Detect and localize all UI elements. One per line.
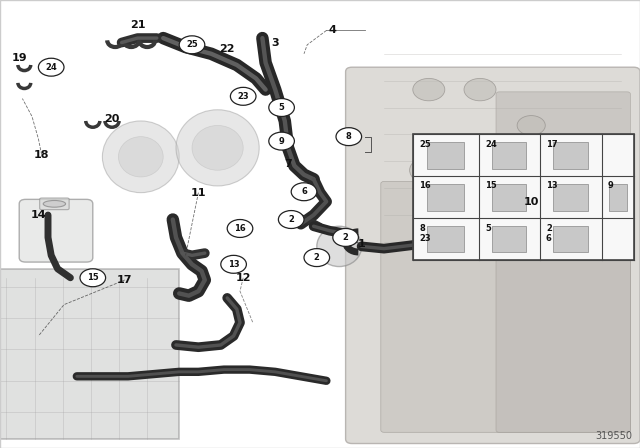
Text: 13: 13: [228, 260, 239, 269]
Text: 1: 1: [358, 239, 365, 249]
Bar: [428, 226, 464, 252]
Text: 23: 23: [237, 92, 249, 101]
Text: 7: 7: [284, 159, 292, 168]
Text: 3: 3: [271, 38, 279, 47]
Text: 24: 24: [45, 63, 57, 72]
Circle shape: [413, 78, 445, 101]
Text: 25: 25: [186, 40, 198, 49]
Circle shape: [464, 78, 496, 101]
Bar: [428, 142, 464, 168]
Circle shape: [179, 36, 205, 54]
Ellipse shape: [118, 137, 163, 177]
Text: 16: 16: [419, 181, 431, 190]
Text: 5: 5: [278, 103, 285, 112]
Ellipse shape: [102, 121, 179, 193]
Bar: [553, 226, 588, 252]
Text: 16: 16: [234, 224, 246, 233]
Circle shape: [38, 58, 64, 76]
Circle shape: [333, 228, 358, 246]
Text: 319550: 319550: [595, 431, 632, 441]
Text: 22: 22: [220, 44, 235, 54]
Text: 18: 18: [34, 150, 49, 159]
Text: 5: 5: [485, 224, 491, 233]
FancyBboxPatch shape: [0, 269, 179, 439]
Circle shape: [410, 157, 448, 184]
Text: 17: 17: [117, 275, 132, 285]
Circle shape: [269, 132, 294, 150]
Circle shape: [416, 224, 442, 242]
Circle shape: [278, 211, 304, 228]
Text: 2: 2: [342, 233, 349, 242]
Text: 12: 12: [236, 273, 251, 283]
Text: 19: 19: [12, 53, 27, 63]
Bar: [609, 184, 627, 211]
Bar: [553, 142, 588, 168]
Bar: [413, 134, 634, 260]
FancyBboxPatch shape: [346, 67, 640, 444]
Text: 2
6: 2 6: [546, 224, 552, 243]
Text: 9: 9: [279, 137, 284, 146]
Ellipse shape: [176, 110, 259, 186]
Bar: [492, 142, 526, 168]
Ellipse shape: [192, 125, 243, 170]
Bar: [492, 226, 526, 252]
Bar: [492, 184, 526, 211]
Circle shape: [227, 220, 253, 237]
Text: 17: 17: [546, 140, 557, 149]
Circle shape: [269, 99, 294, 116]
Text: 9: 9: [608, 181, 614, 190]
Circle shape: [221, 255, 246, 273]
Circle shape: [304, 249, 330, 267]
Circle shape: [80, 269, 106, 287]
FancyBboxPatch shape: [381, 181, 630, 432]
Text: 14: 14: [31, 210, 46, 220]
Text: 6: 6: [301, 187, 307, 196]
Circle shape: [291, 183, 317, 201]
FancyBboxPatch shape: [496, 92, 630, 432]
Text: 13: 13: [546, 181, 557, 190]
Circle shape: [230, 87, 256, 105]
Bar: [428, 184, 464, 211]
Ellipse shape: [317, 226, 362, 267]
Circle shape: [461, 157, 499, 184]
Circle shape: [517, 116, 545, 135]
Ellipse shape: [44, 201, 66, 207]
Text: 10: 10: [524, 197, 539, 207]
Text: 8: 8: [346, 132, 351, 141]
Bar: [553, 184, 588, 211]
Text: 4: 4: [329, 26, 337, 35]
Text: 25: 25: [419, 140, 431, 149]
Text: 8
23: 8 23: [419, 224, 431, 243]
Text: 24: 24: [485, 140, 497, 149]
Text: 11: 11: [191, 188, 206, 198]
FancyBboxPatch shape: [19, 199, 93, 262]
Circle shape: [336, 128, 362, 146]
Text: 15: 15: [485, 181, 497, 190]
Text: 20: 20: [104, 114, 120, 124]
Text: 2: 2: [314, 253, 320, 262]
Text: 15: 15: [87, 273, 99, 282]
FancyBboxPatch shape: [40, 198, 69, 210]
Text: 21: 21: [130, 20, 145, 30]
Text: 2: 2: [288, 215, 294, 224]
